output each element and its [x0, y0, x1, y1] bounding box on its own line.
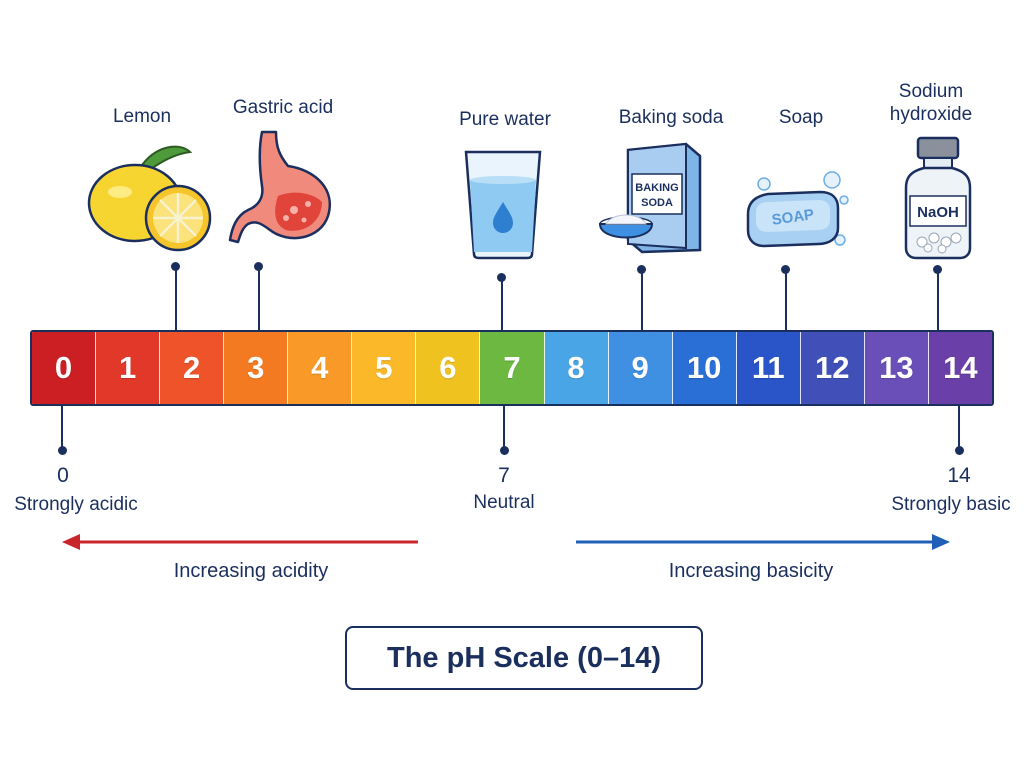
acidity-arrow-label: Increasing acidity: [173, 560, 329, 582]
marker-0-value: 0: [57, 464, 69, 487]
ph-segment-9: 9: [608, 332, 673, 404]
marker-0-dot: [57, 446, 67, 455]
svg-text:SOAP: SOAP: [771, 206, 815, 229]
ph-scale-bar: 0 1 2 3 4 5 6 7 8 9 10 11 12 13 14: [30, 330, 994, 406]
gastric-acid-label: Gastric acid: [232, 97, 334, 118]
baking-soda-box-icon: BAKING SODA: [598, 142, 702, 254]
bottle-icon: NaOH: [904, 136, 972, 260]
baking-soda-label: Baking soda: [618, 107, 724, 128]
ph-segment-11: 11: [736, 332, 801, 404]
sodium-hydroxide-line-2: hydroxide: [889, 104, 973, 125]
lemon-leader-line: [175, 266, 177, 330]
lemon-label: Lemon: [112, 106, 172, 127]
marker-0-label: Strongly acidic: [14, 494, 138, 515]
sodium-hydroxide-label: Sodium hydroxide: [851, 80, 1011, 126]
ph-segment-7: 7: [480, 332, 545, 404]
pure-water-leader-line: [501, 277, 503, 330]
ph-segment-6: 6: [416, 332, 481, 404]
ph-segment-1: 1: [96, 332, 161, 404]
sodium-hydroxide-leader-line: [937, 269, 939, 330]
soap-label: Soap: [778, 107, 824, 128]
ph-segment-2: 2: [160, 332, 225, 404]
lemon-icon: [87, 145, 212, 252]
soap-bar-icon: SOAP: [746, 171, 849, 248]
marker-14-label: Strongly basic: [891, 494, 1011, 515]
marker-14-line: [958, 406, 960, 448]
ph-segment-8: 8: [544, 332, 609, 404]
basicity-arrow: [576, 534, 950, 550]
marker-14-dot: [954, 446, 964, 455]
ph-segment-0: 0: [32, 332, 97, 404]
marker-7-line: [503, 406, 505, 448]
marker-7-value: 7: [498, 464, 510, 487]
svg-text:BAKING: BAKING: [635, 182, 678, 194]
ph-segment-10: 10: [672, 332, 737, 404]
water-glass-icon: [464, 150, 542, 260]
ph-segment-4: 4: [288, 332, 353, 404]
stomach-icon: [228, 130, 331, 244]
svg-text:NaOH: NaOH: [917, 204, 959, 221]
diagram-title: The pH Scale (0–14): [345, 626, 703, 690]
basicity-arrow-label: Increasing basicity: [668, 560, 834, 582]
ph-segment-13: 13: [864, 332, 929, 404]
marker-7-dot: [499, 446, 509, 455]
ph-segment-12: 12: [800, 332, 865, 404]
gastric-acid-leader-line: [258, 266, 260, 330]
ph-segment-5: 5: [352, 332, 417, 404]
marker-7-label: Neutral: [473, 492, 535, 513]
ph-segment-14: 14: [928, 332, 992, 404]
pure-water-label: Pure water: [459, 109, 551, 130]
marker-14-value: 14: [947, 464, 971, 487]
acidity-arrow: [62, 534, 418, 550]
marker-0-line: [61, 406, 63, 448]
sodium-hydroxide-line-1: Sodium: [898, 81, 964, 102]
baking-soda-leader-line: [641, 269, 643, 330]
svg-text:SODA: SODA: [641, 197, 673, 209]
ph-segment-3: 3: [224, 332, 289, 404]
soap-leader-line: [785, 269, 787, 330]
